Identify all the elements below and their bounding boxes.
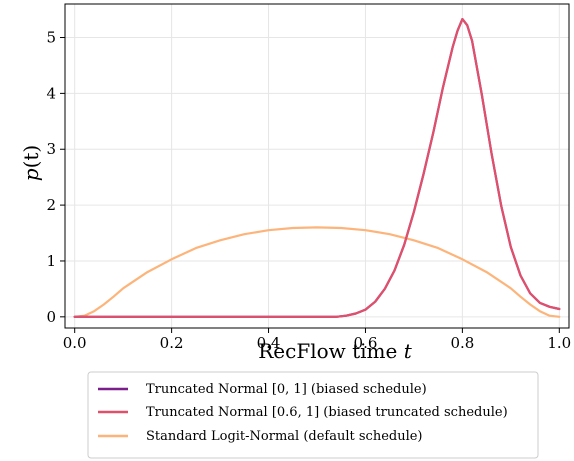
y-tick-label: 1 [46, 252, 56, 270]
x-axis-label: RecFlow time t [258, 339, 412, 363]
y-tick-label: 0 [46, 308, 56, 326]
plot-frame [64, 3, 570, 329]
y-tick-label: 4 [46, 84, 56, 102]
legend-label-2: Standard Logit-Normal (default schedule) [146, 429, 423, 444]
x-tick-label: 1.0 [547, 334, 571, 352]
legend: Truncated Normal [0, 1] (biased schedule… [87, 371, 539, 459]
y-tick-label: 5 [46, 29, 56, 47]
y-axis-label: p(t) [19, 145, 43, 181]
y-axis: 0 1 2 3 4 5 [46, 29, 65, 326]
legend-label-0: Truncated Normal [0, 1] (biased schedule… [146, 382, 427, 397]
legend-box [87, 371, 539, 459]
series-line-1 [73, 18, 561, 318]
series-line-2 [73, 226, 561, 318]
legend-label-1: Truncated Normal [0.6, 1] (biased trunca… [146, 405, 508, 420]
y-tick-label: 3 [46, 140, 56, 158]
y-tick-label: 2 [46, 196, 56, 214]
x-tick-label: 0.4 [257, 334, 281, 352]
series-lines [73, 18, 561, 318]
x-tick-label: 0.2 [160, 334, 184, 352]
x-axis: 0.0 0.2 0.4 0.6 0.8 1.0 [63, 328, 571, 352]
x-tick-label: 0.0 [63, 334, 87, 352]
x-tick-label: 0.8 [450, 334, 474, 352]
x-tick-label: 0.6 [354, 334, 378, 352]
